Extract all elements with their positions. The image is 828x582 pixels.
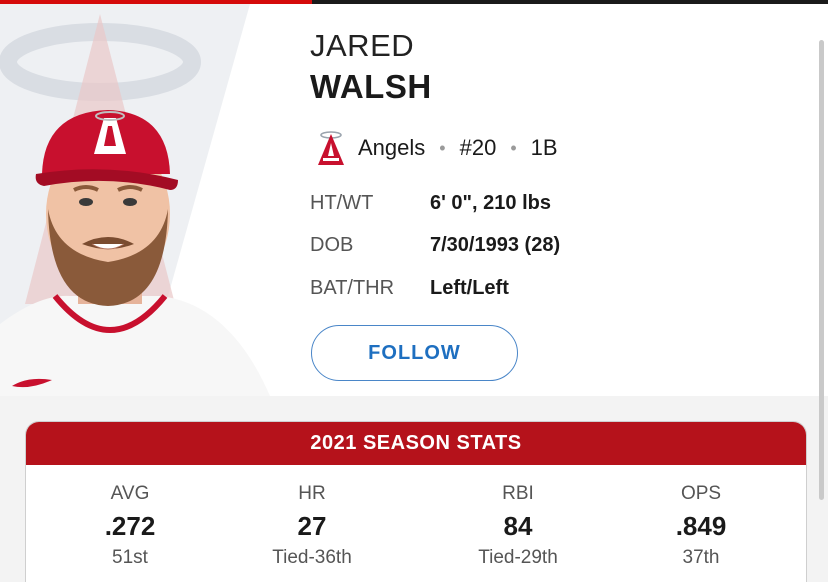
follow-button[interactable]: FOLLOW <box>311 325 518 381</box>
stat-value: 27 <box>297 511 327 541</box>
headshot-illustration <box>0 4 300 396</box>
stat-label: HR <box>298 483 326 504</box>
stat-rank: 37th <box>682 547 720 568</box>
top-progress-accent <box>0 0 312 4</box>
player-last-name: WALSH <box>310 68 432 105</box>
player-first-name: JARED <box>310 28 415 63</box>
stat-label: OPS <box>680 483 722 504</box>
stat-value: .272 <box>104 511 156 541</box>
stat-label: RBI <box>502 483 534 504</box>
player-header: JARED WALSH Angels • #20 • 1B HT/WT 6' 0… <box>0 4 828 396</box>
separator-dot: • <box>439 137 446 158</box>
top-progress-bar <box>0 0 828 4</box>
stat-value: .849 <box>675 511 727 541</box>
bio-value: Left/Left <box>430 276 509 299</box>
player-position: 1B <box>530 135 558 160</box>
season-stats-card: 2021 SEASON STATS AVG .272 51st HR 27 Ti… <box>25 421 807 582</box>
player-headshot <box>0 4 300 396</box>
team-info-row: Angels • #20 • 1B <box>316 130 558 166</box>
jersey-number: #20 <box>459 135 497 160</box>
bio-value: 7/30/1993 (28) <box>430 233 561 256</box>
angels-logo-icon[interactable] <box>316 130 346 166</box>
stat-rank: 51st <box>112 547 148 568</box>
scrollbar[interactable] <box>819 40 824 500</box>
stat-rank: Tied-29th <box>478 547 558 568</box>
bio-label: DOB <box>310 233 354 256</box>
bio-label: BAT/THR <box>310 276 395 299</box>
stat-label: AVG <box>110 483 150 504</box>
stat-rank: Tied-36th <box>272 547 352 568</box>
bio-label: HT/WT <box>310 191 374 214</box>
season-stats-grid: AVG .272 51st HR 27 Tied-36th RBI 84 Tie… <box>26 465 806 582</box>
stat-value: 84 <box>503 511 533 541</box>
team-name[interactable]: Angels <box>358 135 426 160</box>
separator-dot: • <box>510 137 517 158</box>
season-stats-title: 2021 SEASON STATS <box>26 422 806 465</box>
bio-value: 6' 0", 210 lbs <box>430 191 551 214</box>
